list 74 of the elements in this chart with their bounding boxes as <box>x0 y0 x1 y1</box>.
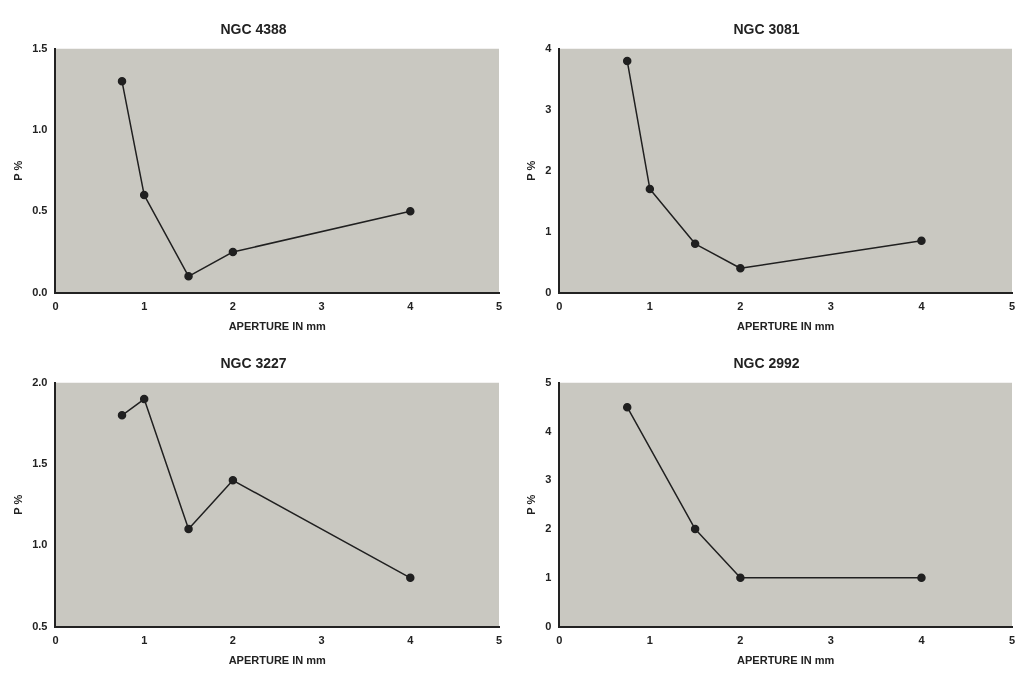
x-axis-title: APERTURE IN mm <box>737 320 835 333</box>
point <box>917 236 926 246</box>
y-tick-label: 1 <box>545 224 552 237</box>
x-tick-label: 3 <box>827 634 834 647</box>
x-tick-label: 1 <box>646 300 653 313</box>
x-tick-label: 4 <box>918 300 926 313</box>
y-tick-label: 0.0 <box>32 285 48 298</box>
y-tick-label: 2 <box>545 522 552 535</box>
x-tick-label: 0 <box>556 300 563 313</box>
y-tick-label: 0 <box>545 619 552 632</box>
x-tick-label: 1 <box>141 300 148 313</box>
point <box>406 207 415 216</box>
point <box>406 573 415 583</box>
y-tick-label: 3 <box>545 473 552 486</box>
x-tick-label: 2 <box>737 300 744 313</box>
y-tick-label: 1.5 <box>32 41 48 54</box>
x-tick-label: 0 <box>52 634 59 647</box>
point <box>228 476 238 485</box>
chart-title: NGC 3227 <box>220 355 287 372</box>
y-tick-label: 3 <box>545 102 552 115</box>
x-tick-label: 2 <box>737 634 744 647</box>
point <box>622 402 632 412</box>
point <box>117 77 127 86</box>
x-tick-label: 4 <box>918 634 926 647</box>
y-tick-label: 1.5 <box>32 457 48 470</box>
x-tick-label: 5 <box>495 300 503 313</box>
x-tick-label: 2 <box>229 300 236 313</box>
x-axis-title: APERTURE IN mm <box>228 654 327 667</box>
point <box>184 272 193 281</box>
y-tick-label: 4 <box>545 424 553 437</box>
x-tick-label: 0 <box>52 300 59 313</box>
x-tick-label: 1 <box>646 634 653 647</box>
point <box>139 190 149 200</box>
y-tick-label: 5 <box>545 375 552 388</box>
y-tick-label: 0.5 <box>32 619 48 632</box>
point <box>690 239 700 249</box>
y-axis-title: P % <box>11 160 24 181</box>
x-tick-label: 4 <box>407 634 415 647</box>
x-axis-title: APERTURE IN mm <box>737 654 835 667</box>
y-tick-label: 1 <box>545 570 552 583</box>
x-tick-label: 3 <box>827 300 834 313</box>
x-tick-label: 3 <box>318 300 325 313</box>
point <box>736 263 745 273</box>
point <box>622 56 632 66</box>
y-tick-label: 0 <box>545 285 552 298</box>
x-axis-title: APERTURE IN mm <box>228 320 327 333</box>
y-axis-title: P % <box>524 160 537 181</box>
x-tick-label: 2 <box>229 634 236 647</box>
x-tick-label: 5 <box>1008 634 1016 647</box>
y-tick-label: 1.0 <box>32 123 48 136</box>
x-tick-label: 5 <box>1008 300 1016 313</box>
x-tick-label: 0 <box>556 634 563 647</box>
point <box>645 184 655 194</box>
y-tick-label: 2 <box>545 163 552 176</box>
point <box>736 573 745 583</box>
point <box>117 411 127 420</box>
x-tick-label: 5 <box>495 634 503 647</box>
x-tick-label: 1 <box>141 634 148 647</box>
y-tick-label: 1.0 <box>32 538 48 551</box>
y-tick-label: 0.5 <box>32 204 48 217</box>
chart-title: NGC 2992 <box>733 355 800 372</box>
point <box>228 247 238 257</box>
y-tick-label: 4 <box>545 41 553 54</box>
point <box>184 524 193 534</box>
point <box>139 394 149 404</box>
x-tick-label: 3 <box>318 634 325 647</box>
chart-title: NGC 3081 <box>733 21 800 38</box>
point <box>690 524 700 534</box>
y-axis-title: P % <box>11 494 24 515</box>
chart-title: NGC 4388 <box>220 21 287 38</box>
y-axis-title: P % <box>524 494 537 515</box>
point <box>917 573 926 583</box>
y-tick-label: 2.0 <box>32 375 48 388</box>
x-tick-label: 4 <box>407 300 415 313</box>
